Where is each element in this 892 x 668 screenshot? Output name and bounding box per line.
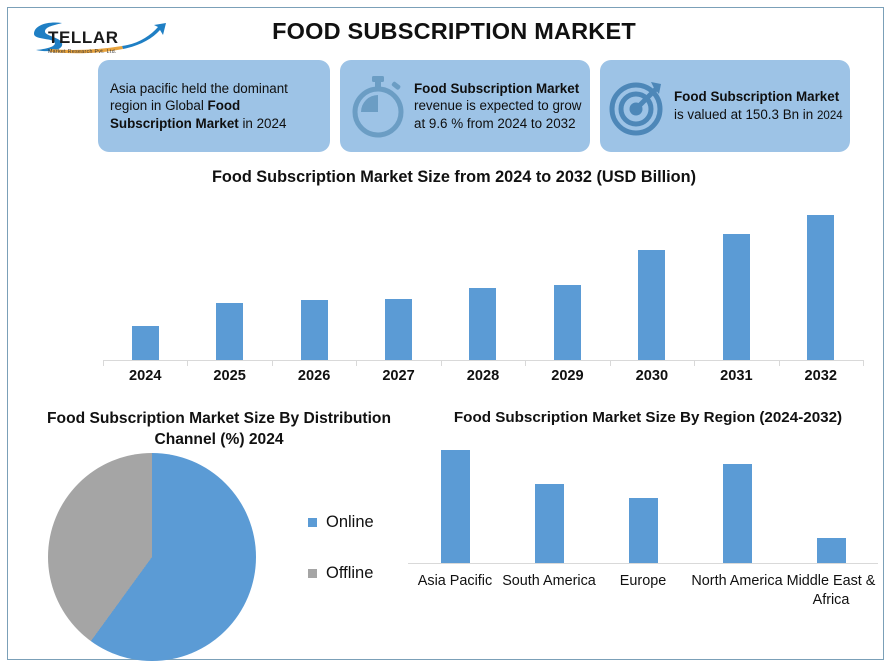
legend-label: Offline xyxy=(326,564,374,582)
bar-column-2026 xyxy=(272,200,356,361)
region-bar-column-europe xyxy=(596,445,690,564)
bar-chart-market-size-by-year: 2024 2025 2026 2027 2028 2029 2030 2031 2032 xyxy=(103,200,864,400)
region-bar-column-middle-east-&-africa xyxy=(784,445,878,564)
bar-2030 xyxy=(638,250,666,361)
bar-chart-market-size-by-region: Asia Pacific South America Europe North Ame… xyxy=(408,445,878,608)
region-bar-column-south-america xyxy=(502,445,596,564)
x-axis-label-2032: 2032 xyxy=(804,368,837,384)
region-label-europe: Europe xyxy=(619,573,667,589)
x-axis-label-2030: 2030 xyxy=(635,368,669,384)
region-bar-middle-east-&-africa xyxy=(816,538,846,564)
bar-2028 xyxy=(469,288,497,361)
bar-column-2032 xyxy=(779,200,863,361)
x-axis-label-2028: 2028 xyxy=(466,368,500,384)
x-axis-label-2027: 2027 xyxy=(382,368,415,384)
pie-legend: Online Offline xyxy=(308,513,438,615)
bar-column-2027 xyxy=(356,200,440,361)
bar-2029 xyxy=(553,285,581,361)
chart-title-market-size: Food Subscription Market Size from 2024 … xyxy=(211,168,696,186)
region-bar-north-america xyxy=(722,464,752,564)
bar-2025 xyxy=(216,303,244,361)
legend-swatch-icon xyxy=(308,518,317,527)
region-bar-column-north-america xyxy=(690,445,784,564)
x-axis-label-2024: 2024 xyxy=(128,368,162,384)
bar-column-2029 xyxy=(525,200,609,361)
axis-tick xyxy=(778,360,780,366)
axis-tick xyxy=(440,360,442,366)
axis-tick xyxy=(271,360,273,366)
stellar-logo: TELLAR Market Research Pvt. Ltd. xyxy=(26,16,176,56)
x-axis-label-2026: 2026 xyxy=(297,368,331,384)
chart1-plot-area xyxy=(103,200,863,361)
info-box-cagr: Food Subscription Market revenue is expe… xyxy=(340,60,590,152)
bar-column-2024 xyxy=(103,200,187,361)
bar-2032 xyxy=(807,215,835,361)
axis-tick xyxy=(187,360,189,366)
axis-tick xyxy=(863,360,864,366)
axis-tick xyxy=(525,360,527,366)
target-icon xyxy=(606,70,670,142)
legend-swatch-icon xyxy=(308,569,317,578)
bar-2024 xyxy=(131,326,159,361)
info-box-value: Food Subscription Market is valued at 15… xyxy=(600,60,850,152)
bar-2026 xyxy=(300,300,328,361)
region-label-asia-pacific: Asia Pacific xyxy=(417,573,493,589)
x-axis-label-2029: 2029 xyxy=(551,368,584,384)
axis-tick xyxy=(356,360,358,366)
region-bar-europe xyxy=(628,498,658,564)
legend-item-offline: Offline xyxy=(308,564,438,583)
legend-item-online: Online xyxy=(308,513,438,532)
x-axis-label-2025: 2025 xyxy=(213,368,246,384)
bar-column-2031 xyxy=(694,200,778,361)
axis-tick xyxy=(103,360,104,366)
chart-title-by-region: Food Subscription Market Size By Region … xyxy=(453,409,843,426)
axis-tick xyxy=(609,360,611,366)
axis-tick xyxy=(694,360,696,366)
region-label-north-america: North America xyxy=(691,573,783,589)
bar-column-2030 xyxy=(610,200,694,361)
x-axis-label-2031: 2031 xyxy=(720,368,753,384)
region-bar-south-america xyxy=(534,484,564,564)
info-box-region-text: Asia pacific held the dominant region in… xyxy=(110,80,288,131)
logo-tagline: Market Research Pvt. Ltd. xyxy=(48,49,117,55)
pie-chart-distribution-channel xyxy=(48,453,256,661)
bar-column-2028 xyxy=(441,200,525,361)
region-bar-asia-pacific xyxy=(440,450,470,564)
bar-2027 xyxy=(385,299,413,361)
legend-label: Online xyxy=(326,513,374,531)
page-title: FOOD SUBSCRIPTION MARKET xyxy=(272,18,636,44)
stopwatch-icon xyxy=(346,70,410,142)
bar-column-2025 xyxy=(187,200,271,361)
info-box-value-text: Food Subscription Market is valued at 15… xyxy=(674,88,843,122)
chart2-x-axis xyxy=(408,563,878,564)
region-bar-column-asia-pacific xyxy=(408,445,502,564)
chart2-plot-area xyxy=(408,445,878,564)
chart-title-distribution-channel: Food Subscription Market Size By Distrib… xyxy=(47,410,391,448)
info-box-cagr-text: Food Subscription Market revenue is expe… xyxy=(414,80,582,131)
bar-2031 xyxy=(722,234,750,361)
svg-text:TELLAR: TELLAR xyxy=(48,28,119,47)
region-label-south-america: South America xyxy=(502,573,596,589)
chart1-x-axis xyxy=(103,360,863,361)
info-box-region: Asia pacific held the dominant region in… xyxy=(98,60,330,152)
region-label-middle-east-&-africa: Middle East & Africa xyxy=(786,573,876,608)
infographic-frame: TELLAR Market Research Pvt. Ltd. FOOD SU… xyxy=(7,7,884,661)
